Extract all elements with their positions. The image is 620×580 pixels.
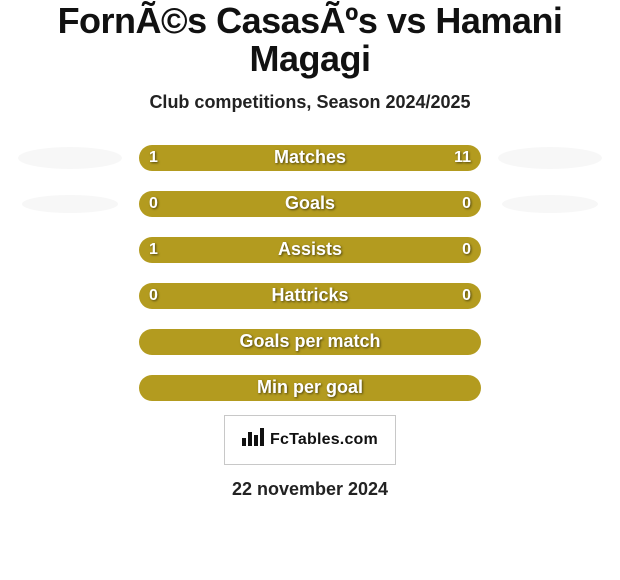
- left-blob-slot: [15, 375, 125, 401]
- logo-bars-icon: [242, 428, 264, 451]
- left-blob-slot: [15, 191, 125, 217]
- stat-row: 00Hattricks: [10, 283, 610, 309]
- player-photo-placeholder: [498, 147, 602, 169]
- fctables-logo: FcTables.com: [224, 415, 396, 465]
- stat-bar: 00Goals: [139, 191, 481, 217]
- stat-bar-left: [139, 145, 201, 171]
- comparison-card: FornÃ©s CasasÃºs vs Hamani Magagi Club c…: [0, 0, 620, 580]
- right-blob-slot: [495, 237, 605, 263]
- stat-bar-right: [406, 237, 481, 263]
- right-blob-slot: [495, 145, 605, 171]
- player-photo-placeholder: [18, 147, 122, 169]
- stat-bar: 00Hattricks: [139, 283, 481, 309]
- left-blob-slot: [15, 237, 125, 263]
- right-blob-slot: [495, 283, 605, 309]
- stat-bar: 10Assists: [139, 237, 481, 263]
- stat-bar-right: [310, 191, 481, 217]
- player-photo-placeholder: [502, 195, 598, 213]
- stat-bar-right: [310, 283, 481, 309]
- stat-bar-left: [139, 283, 310, 309]
- stat-row: 111Matches: [10, 145, 610, 171]
- stat-bar: Goals per match: [139, 329, 481, 355]
- stat-row: 00Goals: [10, 191, 610, 217]
- right-blob-slot: [495, 191, 605, 217]
- stat-row: 10Assists: [10, 237, 610, 263]
- left-blob-slot: [15, 329, 125, 355]
- generated-date: 22 november 2024: [0, 479, 620, 500]
- stat-bar-left: [139, 375, 481, 401]
- stat-bar-right: [201, 145, 481, 171]
- left-blob-slot: [15, 283, 125, 309]
- stat-bar: Min per goal: [139, 375, 481, 401]
- stat-bar-left: [139, 329, 481, 355]
- subtitle: Club competitions, Season 2024/2025: [0, 92, 620, 113]
- right-blob-slot: [495, 375, 605, 401]
- stat-row: Min per goal: [10, 375, 610, 401]
- logo-text: FcTables.com: [270, 431, 378, 449]
- player-photo-placeholder: [22, 195, 118, 213]
- stat-bar-left: [139, 191, 310, 217]
- stat-row: Goals per match: [10, 329, 610, 355]
- page-title: FornÃ©s CasasÃºs vs Hamani Magagi: [0, 2, 620, 78]
- left-blob-slot: [15, 145, 125, 171]
- stat-bar-left: [139, 237, 406, 263]
- stat-bar: 111Matches: [139, 145, 481, 171]
- stats-container: 111Matches 00Goals 10Assists 00Hattricks Goa…: [0, 145, 620, 401]
- right-blob-slot: [495, 329, 605, 355]
